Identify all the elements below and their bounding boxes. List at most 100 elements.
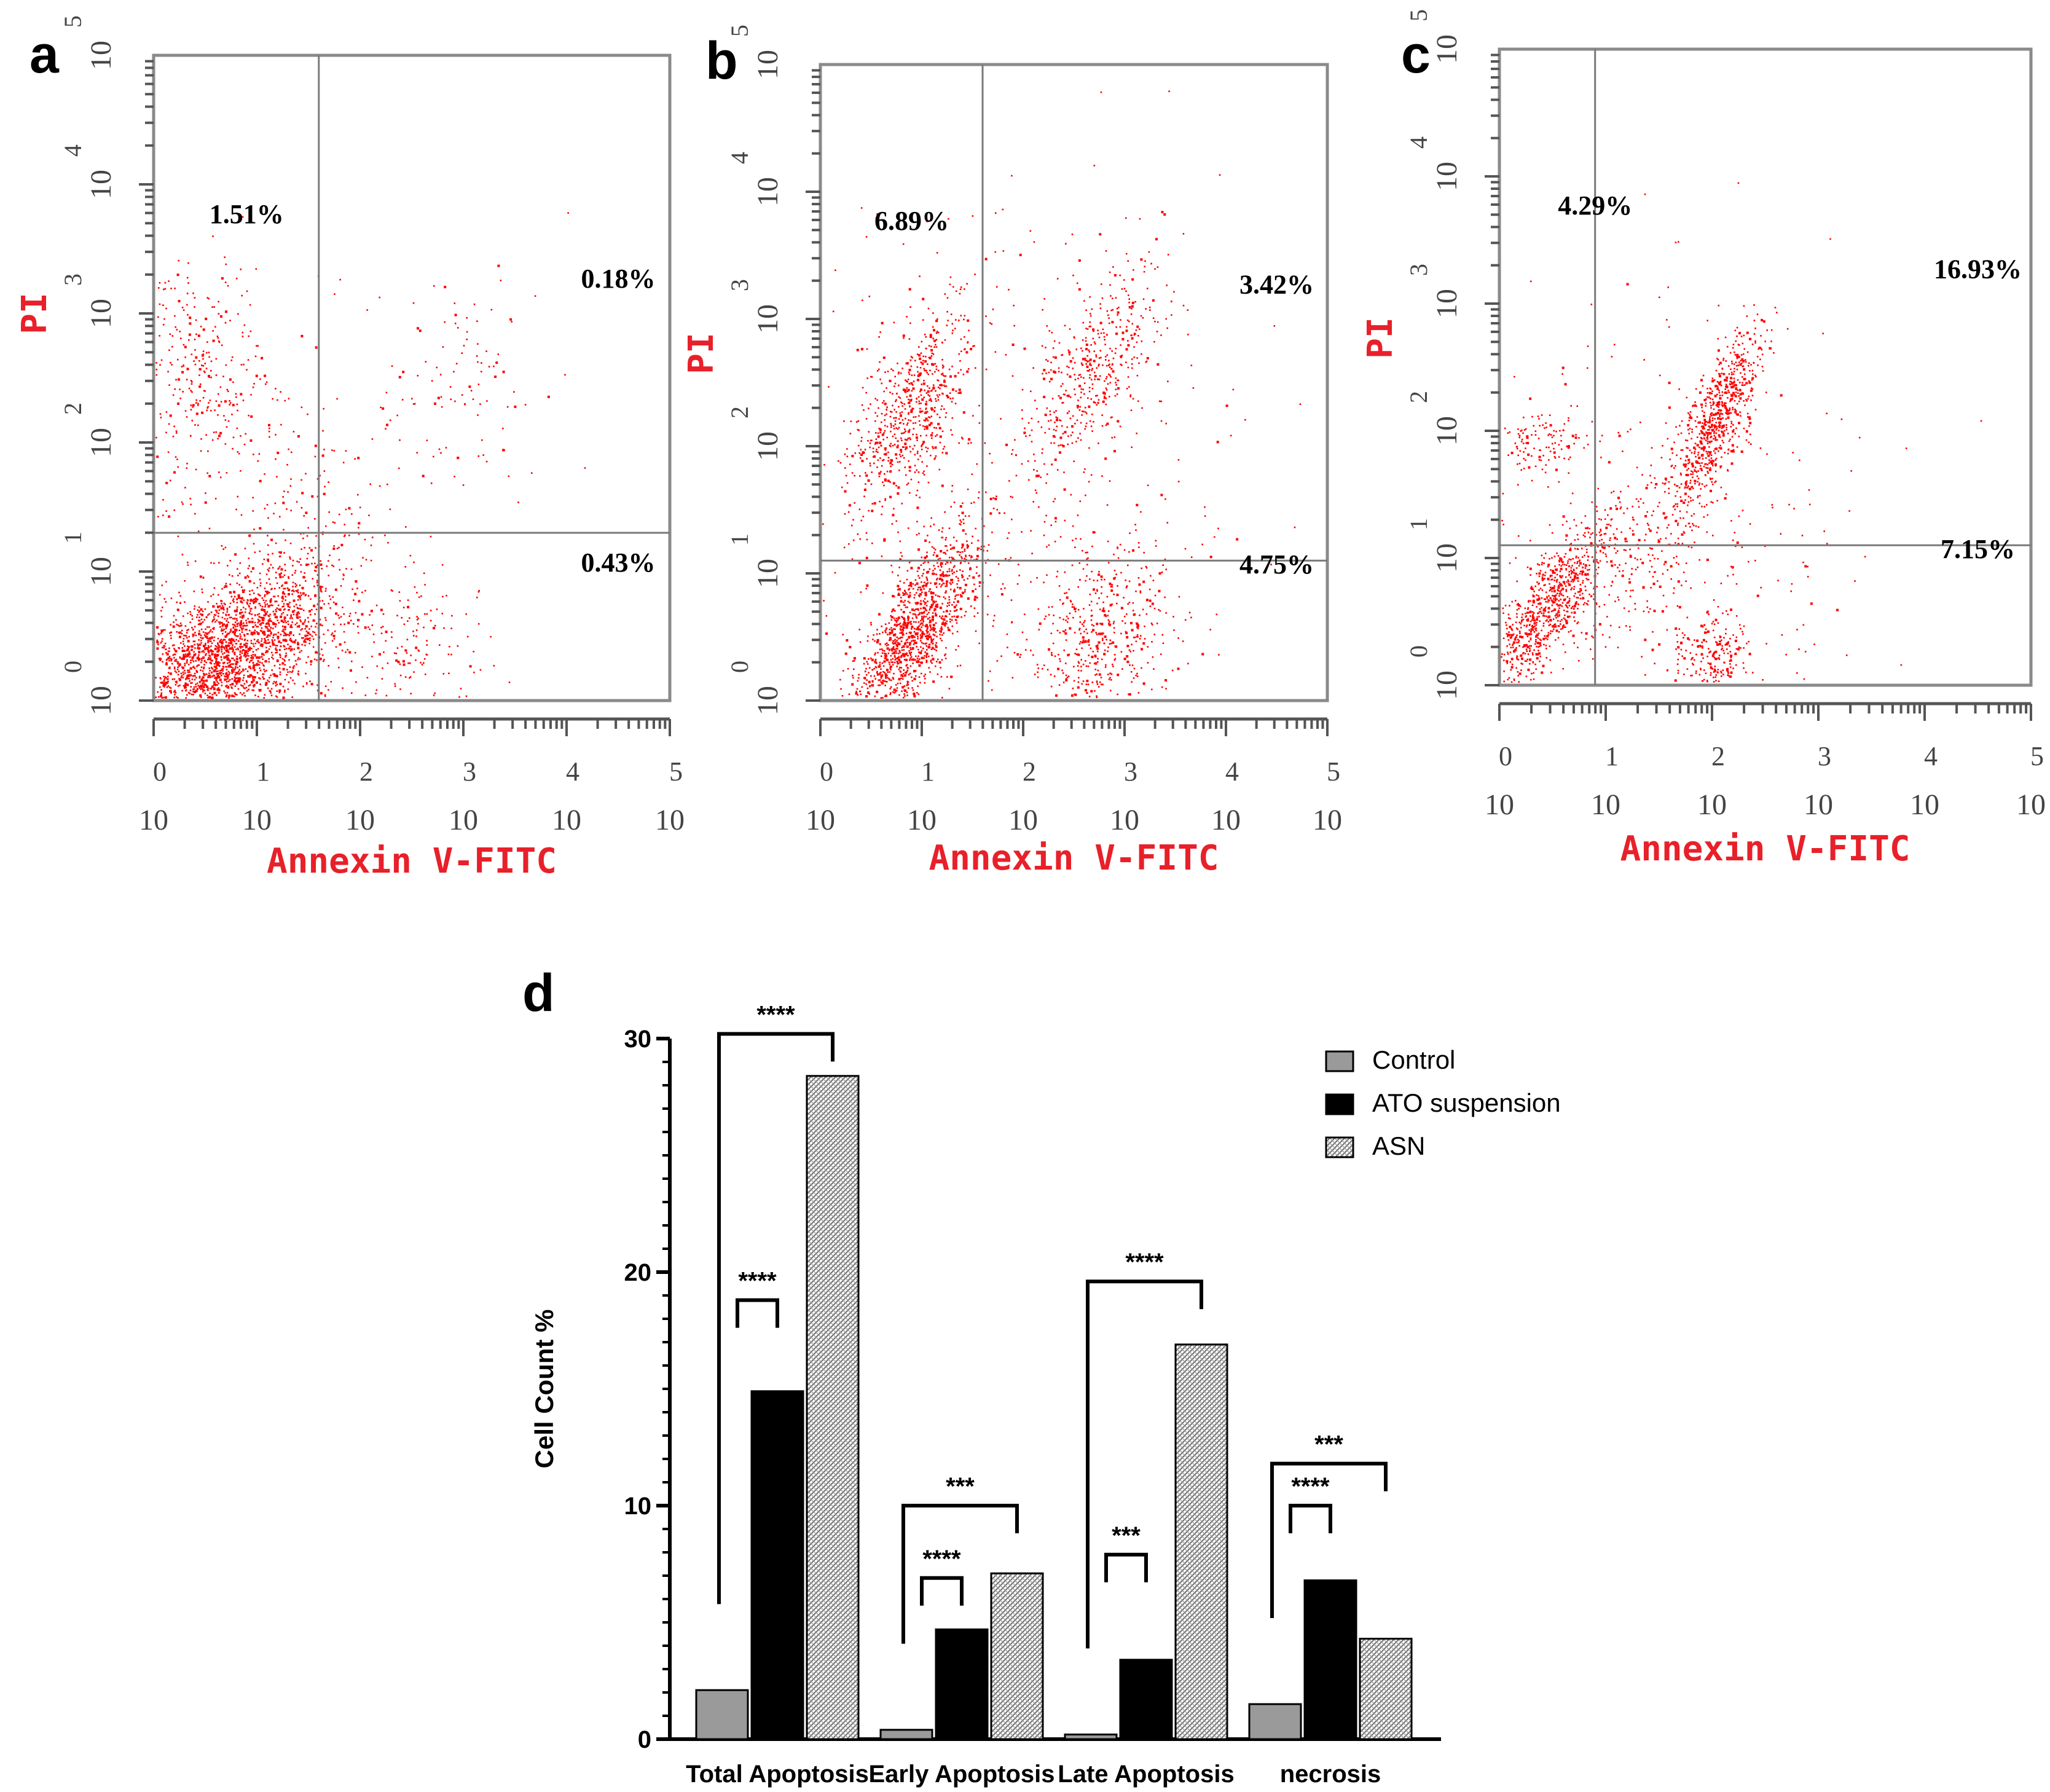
event-dot [212, 619, 214, 621]
event-dot [876, 441, 879, 444]
event-dot [245, 655, 247, 657]
event-dot [394, 683, 396, 685]
event-dot [238, 665, 241, 667]
event-dot [909, 646, 911, 649]
event-dot [882, 460, 884, 462]
event-dot [294, 623, 297, 626]
event-dot [945, 583, 948, 584]
event-dot [287, 620, 289, 623]
event-dot [173, 471, 176, 474]
event-dot [261, 640, 262, 642]
event-dot [256, 640, 258, 642]
event-dot [917, 621, 920, 623]
event-dot [207, 697, 209, 699]
event-dot [1158, 589, 1161, 592]
event-dot [289, 645, 291, 648]
event-dot [907, 654, 909, 657]
event-dot [224, 636, 227, 638]
event-dot [298, 624, 300, 627]
event-dot [234, 676, 235, 678]
event-dot [486, 400, 488, 402]
event-dot [1091, 615, 1093, 616]
event-dot [966, 544, 968, 546]
event-dot [157, 316, 159, 318]
event-dot [881, 433, 884, 436]
event-dot [866, 640, 869, 642]
event-dot [884, 653, 886, 654]
event-dot [951, 556, 953, 559]
event-dot [218, 341, 221, 344]
event-dot [308, 610, 311, 613]
event-dot [222, 632, 224, 635]
event-dot [892, 514, 895, 517]
event-dot [168, 515, 171, 518]
event-dot [924, 557, 925, 559]
event-dot [899, 461, 901, 463]
event-dot [921, 656, 924, 659]
event-dot [160, 632, 162, 634]
event-dot [940, 383, 943, 387]
event-dot [844, 453, 846, 455]
event-dot [247, 648, 250, 651]
event-dot [874, 640, 876, 642]
event-dot [183, 365, 184, 367]
event-dot [205, 654, 206, 656]
event-dot [943, 380, 946, 383]
event-dot [948, 596, 950, 598]
event-dot [273, 595, 276, 597]
event-dot [177, 685, 179, 687]
event-dot [160, 610, 162, 612]
event-dot [1092, 651, 1094, 653]
event-dot [959, 587, 962, 589]
event-dot [943, 596, 945, 598]
event-dot [186, 463, 188, 465]
event-dot [478, 590, 480, 592]
event-dot [961, 546, 963, 549]
event-dot [325, 619, 327, 621]
event-dot [929, 629, 932, 631]
event-dot [908, 398, 909, 401]
event-dot [226, 608, 229, 611]
event-dot [198, 616, 200, 618]
event-dot [307, 631, 310, 634]
event-dot [858, 452, 860, 454]
event-dot [238, 452, 240, 455]
event-dot [222, 642, 224, 643]
event-dot [205, 679, 208, 682]
event-dot [251, 659, 253, 661]
event-dot [909, 665, 912, 667]
event-dot [957, 577, 959, 580]
event-dot [286, 508, 288, 510]
event-dot [285, 634, 288, 637]
event-dot [203, 664, 205, 666]
event-dot [924, 389, 925, 391]
event-dot [932, 592, 935, 595]
event-dot [202, 691, 204, 693]
event-dot [918, 532, 920, 535]
event-dot [919, 455, 921, 457]
event-dot [380, 406, 382, 409]
event-dot [203, 660, 206, 662]
event-dot [849, 463, 851, 465]
event-dot [925, 602, 927, 604]
event-dot [214, 656, 216, 658]
event-dot [190, 353, 193, 355]
event-dot [415, 635, 417, 637]
event-dot [160, 359, 163, 361]
event-dot [211, 306, 213, 308]
event-dot [913, 416, 915, 419]
event-dot [217, 615, 219, 618]
event-dot [426, 654, 428, 656]
event-dot [312, 638, 315, 640]
event-dot [306, 557, 308, 560]
event-dot [296, 622, 298, 624]
event-dot [261, 605, 264, 608]
event-dot [316, 564, 319, 566]
event-dot [283, 529, 285, 531]
event-dot [876, 415, 879, 417]
event-dot [908, 602, 911, 603]
event-dot [946, 616, 948, 618]
event-dot [244, 687, 246, 690]
event-dot [295, 603, 297, 606]
event-dot [879, 672, 881, 674]
